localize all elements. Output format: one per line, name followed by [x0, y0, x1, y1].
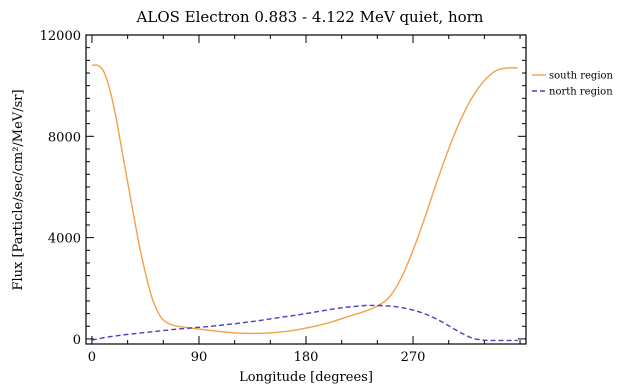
legend-label: north region	[549, 87, 613, 98]
x-tick-label: 270	[401, 350, 426, 365]
y-tick-label: 12000	[40, 29, 81, 44]
x-tick-label: 0	[88, 350, 96, 365]
y-tick-label: 4000	[48, 232, 81, 247]
south-region-line	[91, 64, 518, 335]
y-tick-label: 0	[73, 333, 81, 348]
chart-title: ALOS Electron 0.883 - 4.122 MeV quiet, h…	[136, 8, 484, 26]
north-region-line	[91, 304, 518, 342]
series-layer	[91, 64, 518, 342]
x-tick-label: 180	[294, 350, 319, 365]
x-axis-label: Longitude [degrees]	[239, 370, 373, 385]
x-tick-label: 90	[191, 350, 208, 365]
legend-label: south region	[549, 71, 614, 82]
y-axis-label: Flux [Particle/sec/cm²/MeV/sr]	[11, 89, 26, 290]
legend: south region north region	[532, 71, 614, 98]
y-tick-label: 8000	[48, 130, 81, 145]
ticks-layer: 0 90 180 270 0 4000 8000 12000	[40, 29, 526, 365]
